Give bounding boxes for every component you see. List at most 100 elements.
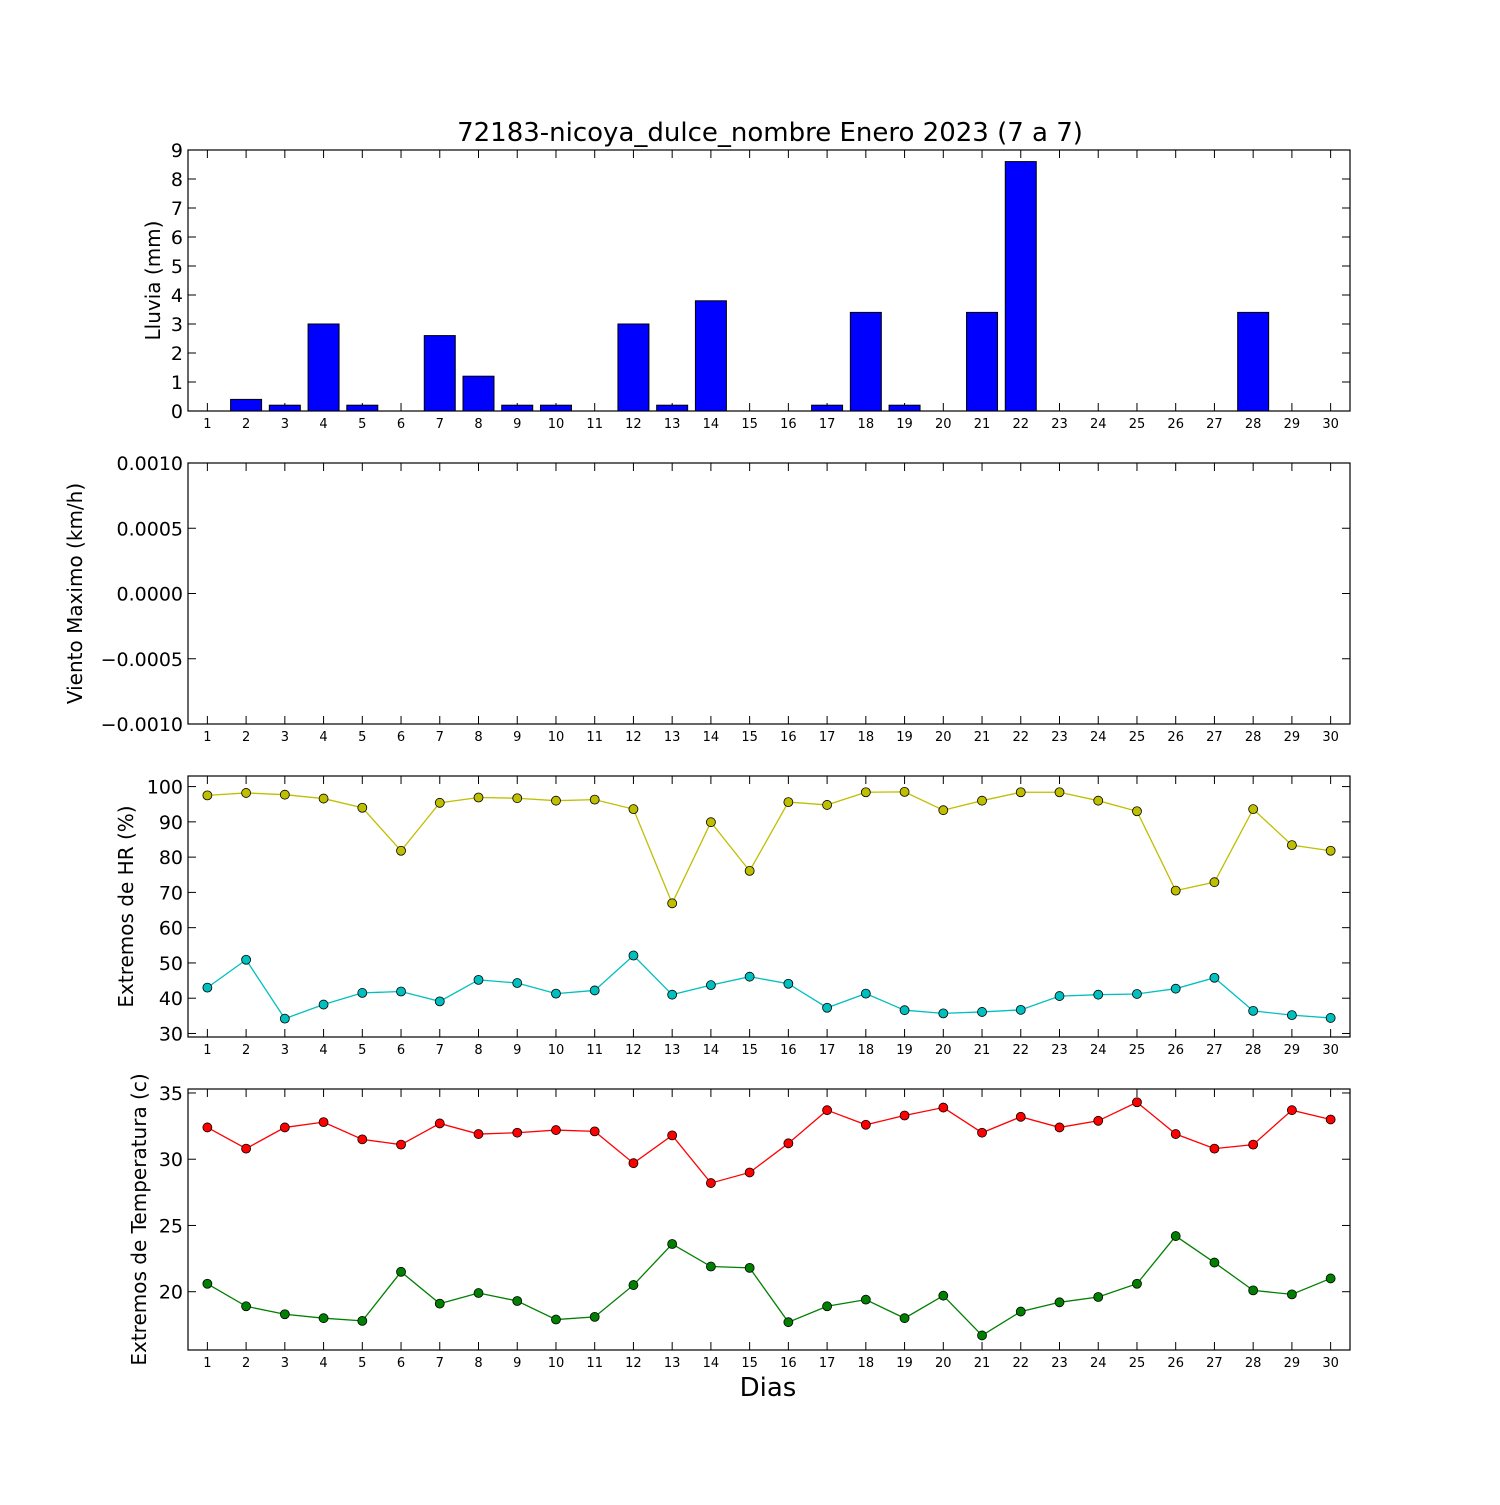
series-point — [1015, 1004, 1026, 1015]
xtick-label: 13 — [664, 1043, 681, 1058]
xtick-label: 20 — [935, 1356, 952, 1371]
yaxis-label: Lluvia (mm) — [141, 221, 165, 341]
xtick-label: 4 — [319, 730, 327, 745]
series-point — [706, 980, 716, 991]
series-point — [473, 974, 484, 985]
xtick-label: 10 — [548, 1043, 565, 1058]
xtick-label: 9 — [513, 730, 521, 745]
series-point — [1287, 1010, 1297, 1021]
xtick-label: 4 — [319, 417, 327, 432]
series-point — [1325, 1114, 1336, 1125]
xtick-label: 21 — [974, 417, 991, 432]
xtick-label: 28 — [1245, 730, 1262, 745]
xtick-label: 27 — [1206, 730, 1223, 745]
xtick-label: 29 — [1284, 1043, 1301, 1058]
series-point — [1015, 1306, 1026, 1317]
series-point — [1325, 845, 1336, 856]
series-point — [1093, 1115, 1104, 1126]
xtick-label: 13 — [664, 417, 681, 432]
series-point — [744, 971, 755, 982]
xtick-label: 26 — [1167, 1043, 1184, 1058]
xtick-label: 1 — [203, 1356, 211, 1371]
ytick-label: 4 — [171, 285, 183, 307]
series-point — [977, 1127, 987, 1138]
series-point — [1054, 1297, 1065, 1308]
series-point — [318, 793, 329, 804]
series-point — [551, 988, 561, 999]
xtick-label: 25 — [1129, 1043, 1146, 1058]
xtick-label: 7 — [436, 417, 444, 432]
series-point — [434, 1298, 445, 1309]
series-point — [396, 1139, 406, 1150]
xtick-label: 9 — [513, 1043, 521, 1058]
ytick-label: 40 — [159, 988, 183, 1010]
xtick-label: 19 — [896, 730, 913, 745]
series-point — [1132, 1097, 1142, 1108]
series-point — [589, 794, 600, 805]
bar — [888, 404, 921, 412]
bar — [1237, 311, 1270, 412]
xtick-label: 9 — [513, 1356, 521, 1371]
xtick-label: 12 — [625, 1356, 642, 1371]
xtick-label: 18 — [858, 1043, 875, 1058]
series-point — [822, 1301, 832, 1312]
xtick-label: 8 — [474, 730, 482, 745]
xtick-label: 26 — [1167, 417, 1184, 432]
series-point — [202, 1278, 213, 1289]
chart-title: 72183-nicoya_dulce_nombre Enero 2023 (7 … — [457, 118, 1083, 148]
series-point — [977, 1007, 987, 1017]
xtick-label: 1 — [203, 417, 211, 432]
series-point — [512, 793, 523, 804]
series-point — [551, 1125, 561, 1135]
xtick-label: 25 — [1129, 1356, 1146, 1371]
series-point — [1170, 1129, 1181, 1139]
series-line-2 — [207, 1235, 1331, 1337]
series-point — [744, 1167, 755, 1178]
xtick-label: 23 — [1051, 730, 1068, 745]
xtick-label: 26 — [1167, 730, 1184, 745]
xtick-label: 1 — [203, 730, 211, 745]
series-point — [1132, 1278, 1142, 1289]
ytick-label: 30 — [159, 1023, 183, 1045]
series-point — [318, 1117, 329, 1128]
series-point — [396, 1266, 406, 1277]
ytick-label: 25 — [159, 1215, 183, 1237]
series-point — [628, 950, 639, 961]
series-point — [938, 1008, 949, 1019]
series-point — [357, 1315, 368, 1326]
series-point — [202, 1122, 213, 1133]
xtick-label: 22 — [1012, 1356, 1029, 1371]
series-point — [860, 787, 871, 798]
series-point — [938, 1290, 949, 1301]
series-point — [473, 792, 484, 803]
series-point — [977, 795, 987, 806]
bar — [462, 375, 495, 412]
xtick-label: 9 — [513, 417, 521, 432]
xtick-label: 27 — [1206, 417, 1223, 432]
series-point — [279, 789, 290, 800]
series-point — [357, 1134, 368, 1145]
xtick-label: 11 — [586, 1356, 603, 1371]
bar — [230, 398, 263, 412]
bar — [966, 311, 999, 412]
series-point — [241, 788, 252, 798]
ytick-label: 100 — [147, 777, 183, 799]
xtick-label: 20 — [935, 1043, 952, 1058]
yaxis-label: Extremos de Temperatura (c) — [127, 1073, 151, 1365]
series-point — [1248, 804, 1259, 815]
series-line-1 — [207, 791, 1331, 905]
xtick-label: 24 — [1090, 1043, 1107, 1058]
series-point — [512, 978, 523, 988]
xtick-label: 24 — [1090, 730, 1107, 745]
ytick-label: 20 — [159, 1282, 183, 1304]
series-point — [1093, 795, 1104, 806]
xtick-label: 7 — [436, 730, 444, 745]
bar — [694, 300, 727, 412]
xtick-label: 14 — [703, 1356, 720, 1371]
series-point — [396, 986, 406, 997]
xtick-label: 26 — [1167, 1356, 1184, 1371]
ytick-label: 9 — [171, 140, 183, 162]
xtick-label: 5 — [358, 730, 366, 745]
series-point — [1132, 989, 1142, 999]
xtick-label: 19 — [896, 417, 913, 432]
